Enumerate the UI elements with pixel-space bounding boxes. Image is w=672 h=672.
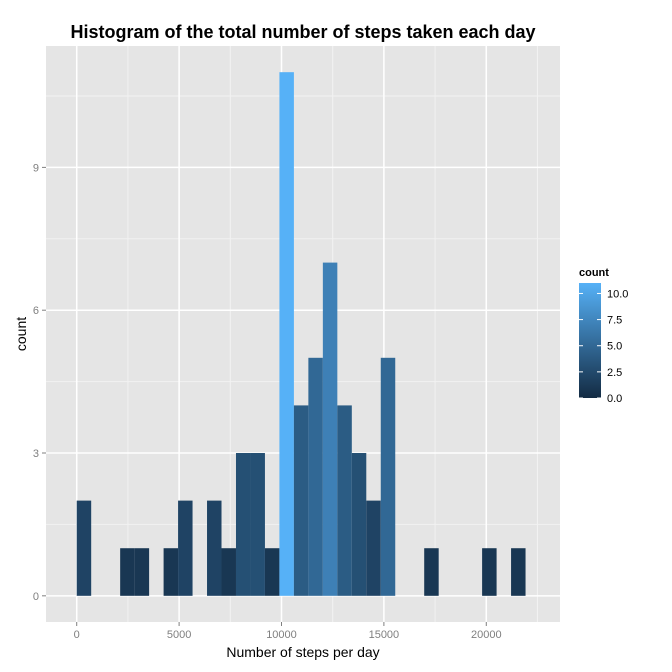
histogram-bar: [235, 453, 251, 596]
x-tick-label: 15000: [369, 629, 400, 641]
y-tick-label: 0: [33, 591, 39, 603]
legend-tick-label: 10.0: [607, 288, 628, 300]
histogram-bar: [207, 500, 222, 596]
chart-title: Histogram of the total number of steps t…: [70, 22, 535, 42]
legend-tick-label: 5.0: [607, 341, 622, 353]
histogram-bar: [178, 500, 193, 596]
histogram-bar: [264, 548, 280, 596]
histogram-bar: [163, 548, 179, 596]
histogram-bar: [424, 548, 439, 596]
legend-tick-label: 0.0: [607, 393, 622, 405]
histogram-bars: [76, 72, 526, 596]
histogram-bar: [308, 357, 323, 596]
histogram-bar: [120, 548, 135, 596]
legend-tick-label: 2.5: [607, 367, 622, 379]
histogram-bar: [279, 72, 294, 596]
legend-colorbar: [579, 283, 601, 398]
histogram-bar: [221, 548, 236, 596]
x-axis-title: Number of steps per day: [226, 644, 379, 660]
histogram-bar: [482, 548, 497, 596]
y-axis-ticks: 0 3 6 9: [33, 162, 46, 603]
x-axis-ticks: 0 5000 10000 15000 20000: [74, 622, 502, 641]
y-axis-title: count: [13, 317, 29, 351]
histogram-bar: [293, 405, 309, 596]
x-tick-label: 5000: [167, 629, 191, 641]
histogram-bar: [134, 548, 150, 596]
legend-title: count: [579, 267, 609, 279]
histogram-bar: [76, 500, 92, 596]
histogram-bar: [351, 453, 367, 596]
legend-ticks: 10.0 7.5 5.0 2.5 0.0: [579, 288, 628, 405]
histogram-bar: [322, 262, 338, 596]
color-legend: count 10.0 7.5 5.0 2.5 0.0: [579, 267, 628, 405]
legend-tick-label: 7.5: [607, 315, 622, 327]
x-tick-label: 20000: [471, 629, 502, 641]
x-tick-label: 0: [74, 629, 80, 641]
x-tick-label: 10000: [266, 629, 297, 641]
histogram-bar: [250, 453, 265, 596]
histogram-bar: [337, 405, 352, 596]
histogram-bar: [511, 548, 526, 596]
y-tick-label: 3: [33, 448, 39, 460]
y-tick-label: 9: [33, 162, 39, 174]
histogram-bar: [366, 500, 381, 596]
y-tick-label: 6: [33, 305, 39, 317]
histogram-bar: [380, 357, 396, 596]
